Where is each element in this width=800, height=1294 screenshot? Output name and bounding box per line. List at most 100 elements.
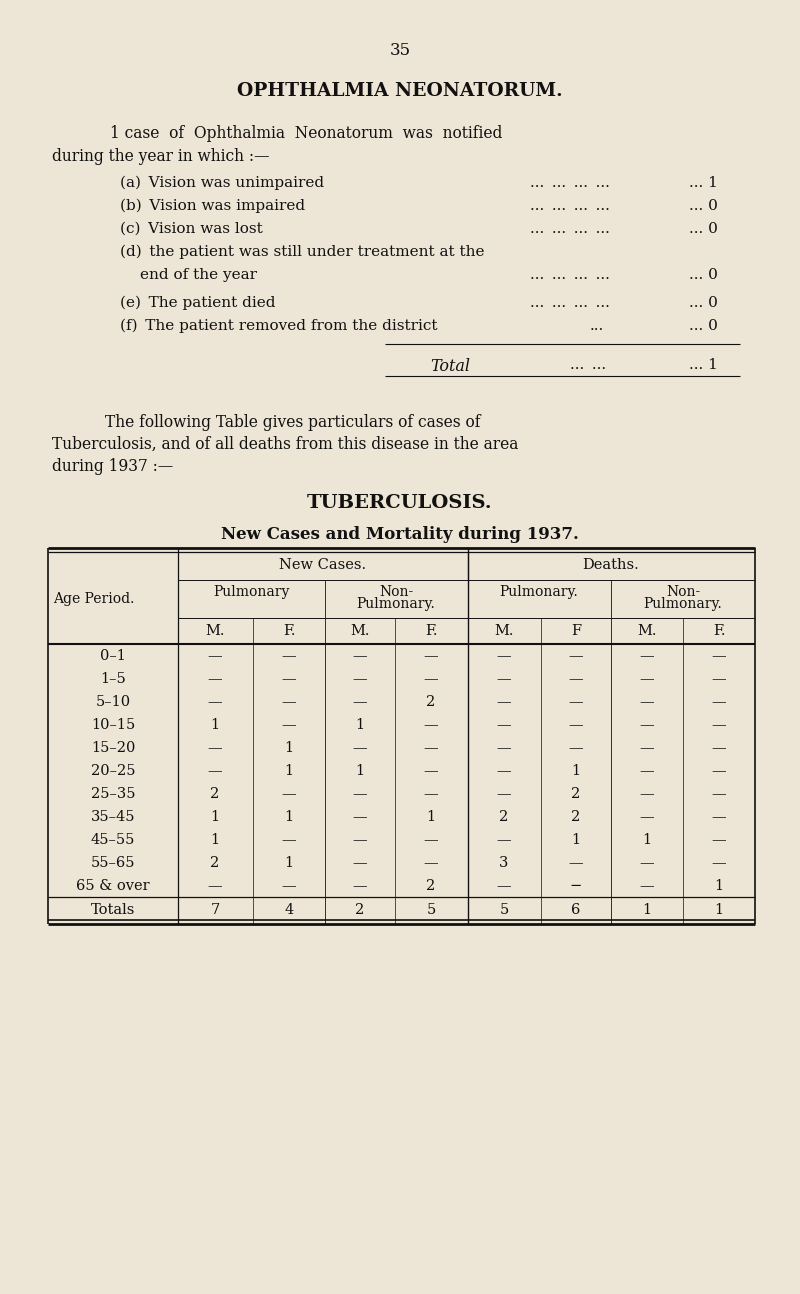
Text: 2: 2: [210, 857, 220, 870]
Text: M.: M.: [494, 624, 514, 638]
Text: 15–20: 15–20: [91, 741, 135, 754]
Text: TUBERCULOSIS.: TUBERCULOSIS.: [307, 494, 493, 512]
Text: Pulmonary: Pulmonary: [213, 585, 289, 599]
Text: F.: F.: [425, 624, 438, 638]
Text: ... 0: ... 0: [689, 268, 718, 282]
Text: 6: 6: [571, 903, 581, 917]
Text: —: —: [569, 695, 583, 709]
Text: —: —: [640, 879, 654, 893]
Text: —: —: [282, 879, 296, 893]
Text: 1: 1: [285, 763, 294, 778]
Text: Tuberculosis, and of all deaths from this disease in the area: Tuberculosis, and of all deaths from thi…: [52, 436, 518, 453]
Text: M.: M.: [350, 624, 370, 638]
Text: —: —: [424, 650, 438, 663]
Text: 35–45: 35–45: [90, 810, 135, 824]
Text: —: —: [497, 741, 511, 754]
Text: —: —: [712, 833, 726, 848]
Text: —: —: [497, 833, 511, 848]
Text: 2: 2: [571, 787, 581, 801]
Text: OPHTHALMIA NEONATORUM.: OPHTHALMIA NEONATORUM.: [237, 82, 563, 100]
Text: 2: 2: [355, 903, 365, 917]
Text: —: —: [569, 672, 583, 686]
Text: 1: 1: [642, 833, 651, 848]
Text: —: —: [208, 741, 222, 754]
Text: ... 0: ... 0: [689, 296, 718, 311]
Text: 2: 2: [571, 810, 581, 824]
Text: 20–25: 20–25: [90, 763, 135, 778]
Text: Pulmonary.: Pulmonary.: [644, 597, 722, 611]
Text: ... 0: ... 0: [689, 223, 718, 236]
Text: —: —: [282, 695, 296, 709]
Text: The following Table gives particulars of cases of: The following Table gives particulars of…: [105, 414, 481, 431]
Text: 2: 2: [210, 787, 220, 801]
Text: —: —: [208, 879, 222, 893]
Text: M.: M.: [206, 624, 225, 638]
Text: —: —: [712, 810, 726, 824]
Text: (e) The patient died: (e) The patient died: [120, 296, 275, 311]
Text: 1: 1: [355, 718, 365, 732]
Text: —: —: [497, 718, 511, 732]
Text: —: —: [640, 787, 654, 801]
Text: 1–5: 1–5: [100, 672, 126, 686]
Text: 1: 1: [285, 810, 294, 824]
Text: 1: 1: [210, 833, 219, 848]
Text: 35: 35: [390, 41, 410, 60]
Text: —: —: [353, 695, 367, 709]
Text: Deaths.: Deaths.: [582, 558, 639, 572]
Text: —: —: [208, 672, 222, 686]
Text: —: —: [497, 787, 511, 801]
Text: —: —: [640, 672, 654, 686]
Text: ... ... ... ...: ... ... ... ...: [530, 223, 610, 236]
Text: Pulmonary.: Pulmonary.: [500, 585, 578, 599]
Text: 2: 2: [499, 810, 509, 824]
Text: ... 1: ... 1: [689, 358, 718, 371]
Text: 10–15: 10–15: [91, 718, 135, 732]
Text: 0–1: 0–1: [100, 650, 126, 663]
Text: (a) Vision was unimpaired: (a) Vision was unimpaired: [120, 176, 324, 190]
Text: —: —: [424, 741, 438, 754]
Text: Total: Total: [430, 358, 470, 375]
Text: 1: 1: [285, 741, 294, 754]
Text: 55–65: 55–65: [90, 857, 135, 870]
Text: —: —: [424, 857, 438, 870]
Text: New Cases.: New Cases.: [279, 558, 366, 572]
Text: —: —: [497, 650, 511, 663]
Text: —: —: [712, 741, 726, 754]
Text: —: —: [424, 672, 438, 686]
Text: —: —: [640, 857, 654, 870]
Text: —: —: [424, 763, 438, 778]
Text: during the year in which :—: during the year in which :—: [52, 148, 270, 166]
Text: —: —: [712, 763, 726, 778]
Text: —: —: [282, 833, 296, 848]
Text: —: —: [282, 672, 296, 686]
Text: 65 & over: 65 & over: [76, 879, 150, 893]
Text: —: —: [282, 650, 296, 663]
Text: 5: 5: [499, 903, 509, 917]
Text: 1: 1: [642, 903, 651, 917]
Text: 1: 1: [571, 833, 581, 848]
Text: 1: 1: [426, 810, 435, 824]
Text: —: —: [712, 650, 726, 663]
Text: ... 0: ... 0: [689, 199, 718, 214]
Text: —: —: [208, 650, 222, 663]
Text: 5: 5: [426, 903, 436, 917]
Text: Totals: Totals: [91, 903, 135, 917]
Text: —: —: [353, 833, 367, 848]
Text: Non-: Non-: [379, 585, 413, 599]
Text: 1: 1: [714, 903, 723, 917]
Text: —: —: [640, 763, 654, 778]
Text: —: —: [569, 741, 583, 754]
Text: (b) Vision was impaired: (b) Vision was impaired: [120, 199, 305, 214]
Text: —: —: [640, 650, 654, 663]
Text: —: —: [208, 695, 222, 709]
Text: —: —: [712, 695, 726, 709]
Text: —: —: [424, 718, 438, 732]
Text: Non-: Non-: [666, 585, 700, 599]
Text: F: F: [571, 624, 581, 638]
Text: 1: 1: [571, 763, 581, 778]
Text: 1: 1: [355, 763, 365, 778]
Text: ... ... ... ...: ... ... ... ...: [530, 176, 610, 190]
Text: 7: 7: [210, 903, 220, 917]
Text: —: —: [640, 718, 654, 732]
Text: —: —: [712, 857, 726, 870]
